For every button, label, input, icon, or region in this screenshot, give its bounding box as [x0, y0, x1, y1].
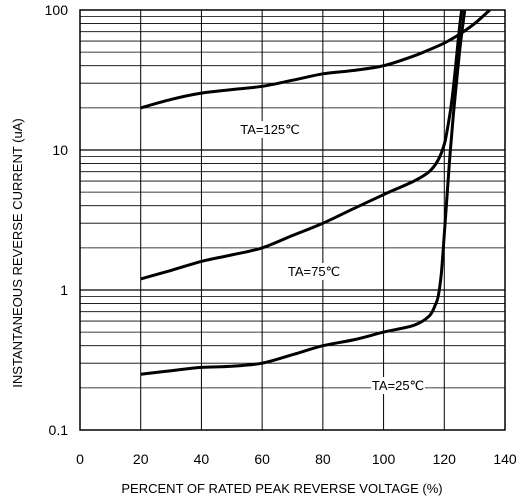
x-tick-label: 20	[133, 451, 149, 467]
x-tick-label: 80	[315, 451, 331, 467]
x-tick-label: 40	[194, 451, 210, 467]
series-line-0	[140, 10, 491, 110]
x-tick-label: 0	[76, 451, 84, 467]
series-label: TA=75℃	[288, 264, 340, 279]
series-label-background	[287, 263, 341, 280]
series-lines	[140, 10, 491, 376]
series-label-background	[371, 377, 425, 394]
series-label-background	[239, 121, 301, 138]
x-tick-label: 100	[372, 451, 396, 467]
x-axis-title: PERCENT OF RATED PEAK REVERSE VOLTAGE (%…	[121, 481, 442, 496]
series-line-1	[140, 10, 464, 281]
y-tick-label: 100	[45, 2, 69, 18]
series-label: TA=25℃	[372, 378, 424, 393]
y-tick-label: 1	[60, 282, 68, 298]
plot-frame	[79, 9, 506, 431]
y-tick-labels: 0.1 1 10 100	[45, 2, 69, 438]
x-tick-label: 120	[433, 451, 457, 467]
x-tick-labels: 0 20 40 60 80 100 120 140	[76, 451, 517, 467]
series-line-2	[140, 10, 467, 376]
y-tick-label: 0.1	[49, 422, 69, 438]
x-tick-label: 140	[493, 451, 517, 467]
series-label: TA=125℃	[240, 122, 300, 137]
x-tick-label: 60	[254, 451, 270, 467]
series-labels: TA=125℃ TA=75℃ TA=25℃	[239, 121, 425, 394]
y-tick-label: 10	[52, 142, 68, 158]
y-axis-title: INSTANTANEOUS REVERSE CURRENT (uA)	[10, 118, 25, 387]
grid	[80, 10, 505, 430]
